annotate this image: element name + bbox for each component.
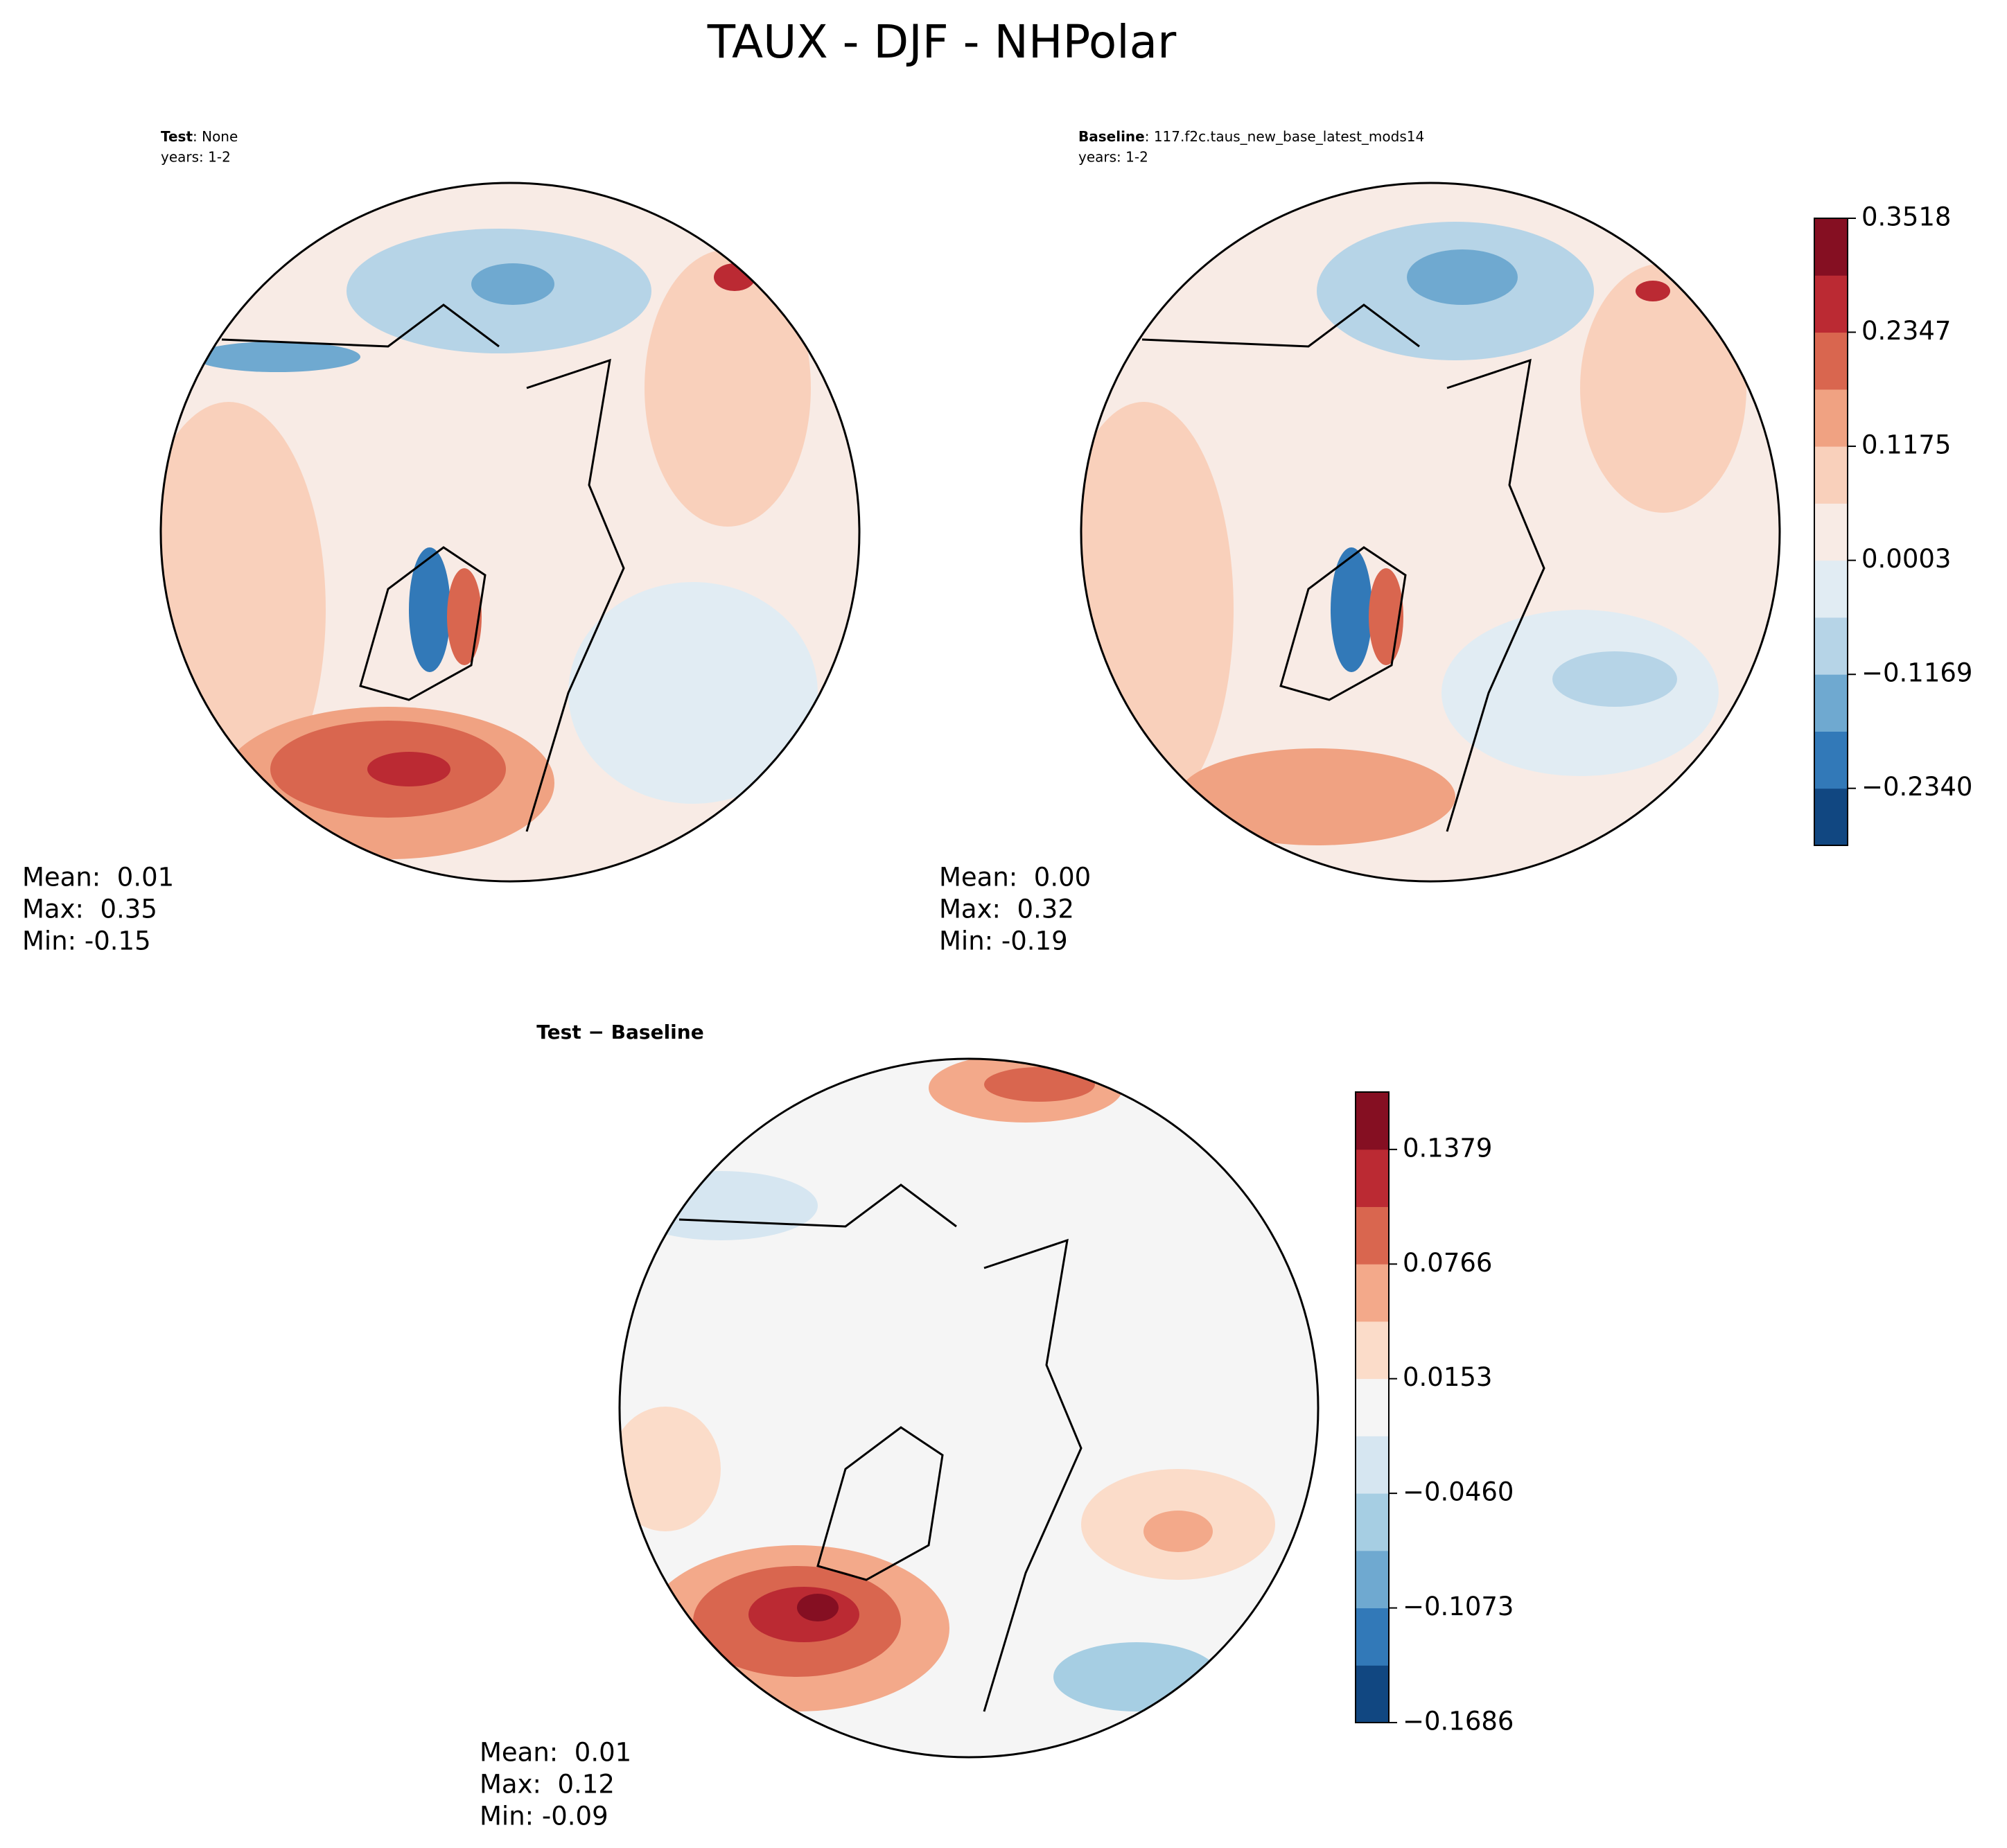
map-region (645, 249, 811, 527)
panel-title-rest: : None (193, 128, 238, 145)
panel-title: Test: None (161, 128, 238, 145)
map-region (1053, 1642, 1220, 1711)
colorbar-segment (1356, 1665, 1389, 1723)
stat-line: Min: -0.19 (939, 926, 1068, 956)
panel-title: Baseline: 117.f2c.taus_new_base_latest_m… (1078, 128, 1424, 145)
map-field (1081, 183, 1780, 881)
colorbar-segment (1814, 731, 1848, 789)
map-region (1178, 748, 1455, 845)
panel-title: Test − Baseline (536, 1021, 703, 1044)
colorbar-frame (1355, 1091, 1390, 1723)
colorbar-tick-label: −0.1073 (1403, 1592, 1514, 1621)
map-region (1636, 281, 1670, 301)
coastline (221, 303, 625, 832)
panel-subtitle: years: 1-2 (1078, 149, 1148, 166)
map-region (1331, 547, 1372, 672)
map-boundary (618, 1057, 1320, 1759)
colorbar-tick-label: −0.2340 (1861, 772, 1972, 802)
colorbar-tick-label: −0.0460 (1403, 1477, 1514, 1507)
colorbar-segment (1356, 1321, 1389, 1380)
map-region (1552, 651, 1677, 707)
panel-title-bold: Baseline (1078, 128, 1145, 145)
colorbar-segment (1356, 1206, 1389, 1265)
colorbar-segment (1356, 1550, 1389, 1609)
colorbar-tick-label: −0.1169 (1861, 658, 1972, 688)
map-region (1407, 249, 1518, 305)
colorbar-segment (1356, 1092, 1389, 1150)
colorbar-tick-label: −0.1686 (1403, 1707, 1514, 1736)
colorbar-segment (1356, 1608, 1389, 1666)
colorbar-segment (1814, 617, 1848, 675)
stat-line: Mean: 0.00 (939, 863, 1091, 892)
colorbar-segment (1814, 218, 1848, 276)
map-boundary (1080, 182, 1781, 883)
stat-line: Mean: 0.01 (22, 863, 174, 892)
panel-subtitle: years: 1-2 (161, 149, 231, 166)
map-region (409, 547, 450, 672)
map-field (620, 1059, 1318, 1757)
panel-title-bold: Test (161, 128, 193, 145)
colorbar-segment (1356, 1149, 1389, 1207)
stat-line: Mean: 0.01 (480, 1738, 631, 1768)
map-region (568, 582, 818, 804)
colorbar-segment (1814, 503, 1848, 561)
map-region (471, 263, 554, 305)
map-region (624, 1171, 818, 1240)
colorbar-segment (1814, 332, 1848, 390)
map-region (1143, 1511, 1213, 1552)
map-field (161, 183, 859, 881)
coastline (678, 1183, 1083, 1712)
colorbar-segment (1814, 446, 1848, 504)
colorbar-segment (1356, 1378, 1389, 1436)
colorbar-segment (1814, 674, 1848, 732)
colorbar-segment (1814, 389, 1848, 447)
map-region (797, 1594, 839, 1621)
colorbar-tick-label: 0.2347 (1861, 316, 1951, 346)
coastlines (159, 182, 1781, 1759)
map-region (984, 1067, 1095, 1102)
colorbar-segment (1356, 1493, 1389, 1551)
colorbar-frame (1814, 218, 1848, 846)
map-region (620, 1407, 721, 1531)
stat-line: Max: 0.35 (22, 895, 157, 924)
colorbar-segment (1356, 1264, 1389, 1322)
colorbar-segment (1814, 560, 1848, 618)
map-region (447, 568, 482, 665)
stat-line: Min: -0.09 (480, 1802, 608, 1831)
colorbar-tick-label: 0.0003 (1861, 544, 1951, 574)
colorbar-tick-label: 0.1175 (1861, 430, 1951, 460)
map-region (194, 342, 360, 372)
colorbar-segment (1356, 1436, 1389, 1494)
colorbar-tick-label: 0.3518 (1861, 202, 1951, 232)
colorbar-segment (1814, 788, 1848, 846)
panel-title-bold: Test − Baseline (536, 1021, 703, 1044)
panel-title-rest: : 117.f2c.taus_new_base_latest_mods14 (1145, 128, 1424, 145)
figure-title: TAUX - DJF - NHPolar (707, 15, 1177, 69)
coastline (1141, 303, 1545, 832)
map-region (1580, 263, 1746, 513)
colorbar-tick-label: 0.0153 (1403, 1362, 1492, 1392)
map-region (367, 752, 450, 786)
colorbar-segment (1814, 275, 1848, 333)
colorbar-tick-label: 0.1379 (1403, 1133, 1492, 1163)
stat-line: Min: -0.15 (22, 926, 151, 956)
map-boundary (159, 182, 861, 883)
stat-line: Max: 0.32 (939, 895, 1074, 924)
map-region (1081, 402, 1234, 818)
colorbar-tick-label: 0.0766 (1403, 1248, 1492, 1278)
stat-line: Max: 0.12 (480, 1770, 615, 1799)
